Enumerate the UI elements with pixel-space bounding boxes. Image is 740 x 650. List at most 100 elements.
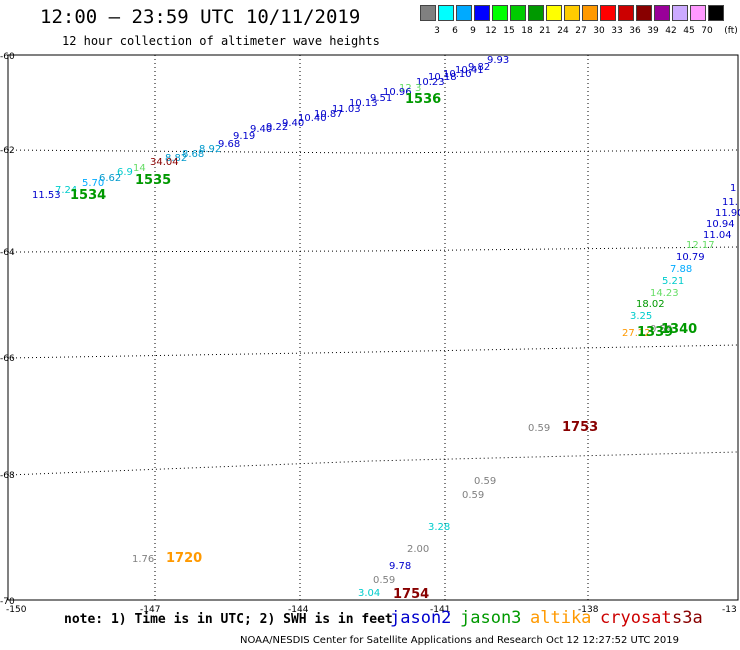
scale-label: 30 xyxy=(593,26,605,36)
scale-label: 36 xyxy=(629,26,641,36)
scale-label: 3 xyxy=(434,26,440,36)
scale-label: 6 xyxy=(452,26,458,36)
wave-height-label: 1.76 xyxy=(132,554,154,565)
pass-time-label: 1720 xyxy=(166,551,202,566)
wave-height-label: 10.79 xyxy=(676,252,705,263)
wave-height-label: 14 xyxy=(133,163,146,174)
wave-height-label: 8.68 xyxy=(182,149,204,160)
parallel-line xyxy=(7,344,739,359)
map-note: note: 1) Time is in UTC; 2) SWH is in fe… xyxy=(64,612,393,627)
scale-label: 15 xyxy=(503,26,515,36)
wave-height-label: 3 xyxy=(415,83,421,94)
scale-color-box xyxy=(672,5,688,21)
lat-label: -60 xyxy=(0,52,15,62)
wave-height-label: 9.19 xyxy=(233,131,255,142)
lat-label: -64 xyxy=(0,248,15,258)
wave-height-label: 11.53 xyxy=(32,190,61,201)
parallel-line xyxy=(7,246,739,253)
wave-height-label: 18.02 xyxy=(636,299,665,310)
wave-height-label: 9.51 xyxy=(370,93,392,104)
wave-height-label: 34.04 xyxy=(150,157,179,168)
credit-line: NOAA/NESDIS Center for Satellite Applica… xyxy=(240,635,679,646)
scale-color-box xyxy=(474,5,490,21)
wave-height-label: 0.59 xyxy=(462,490,484,501)
wave-height-label: 11. xyxy=(722,197,738,208)
wave-height-label: 12.17 xyxy=(686,240,715,251)
scale-label: 12 xyxy=(485,26,497,36)
wave-height-label: 11.90 xyxy=(715,208,740,219)
wave-height-label: 9.22 xyxy=(266,122,288,133)
scale-label: 39 xyxy=(647,26,659,36)
wave-height-label: 2.00 xyxy=(407,544,429,555)
pass-time-label: 1535 xyxy=(135,173,171,188)
wave-height-label: 9.93 xyxy=(487,55,509,66)
lat-label: -66 xyxy=(0,354,15,364)
wave-height-label: 10.18 xyxy=(428,72,457,83)
wave-height-label: 11.03 xyxy=(332,104,361,115)
wave-height-label: 10.23 xyxy=(416,77,445,88)
wave-height-label: 9.68 xyxy=(218,139,240,150)
scale-color-box xyxy=(654,5,670,21)
wave-height-label: 10.96 xyxy=(383,87,412,98)
scale-label: 27 xyxy=(575,26,587,36)
wave-height-label: 9.40 xyxy=(282,118,304,129)
scale-color-box xyxy=(708,5,724,21)
lon-label: -13 xyxy=(722,605,737,615)
pass-time-label: 1536 xyxy=(405,92,441,107)
scale-label: 9 xyxy=(470,26,476,36)
wave-height-label: 0.59 xyxy=(650,324,672,335)
scale-label: 18 xyxy=(521,26,533,36)
scale-unit-label: (ft) xyxy=(724,26,738,36)
parallel-line xyxy=(7,149,739,154)
wave-height-label: 0.59 xyxy=(528,423,550,434)
wave-height-label: 10.94 xyxy=(706,219,735,230)
parallel-line xyxy=(7,451,739,476)
wave-height-label: 10.40 xyxy=(298,113,327,124)
scale-color-box xyxy=(420,5,436,21)
wave-height-label: 11.04 xyxy=(703,230,732,241)
scale-label: 42 xyxy=(665,26,677,36)
wave-height-label: 0.59 xyxy=(474,476,496,487)
wave-height-label: 7.88 xyxy=(670,264,692,275)
wave-height-label: 12 xyxy=(399,83,412,94)
pass-time-label: 1340 xyxy=(661,322,697,337)
wave-height-label: 5.70 xyxy=(82,178,104,189)
scale-color-box xyxy=(618,5,634,21)
lat-label: -70 xyxy=(0,597,15,607)
scale-label: 70 xyxy=(701,26,713,36)
map-title: 12:00 – 23:59 UTC 10/11/2019 xyxy=(40,6,361,28)
wave-height-label: 10.41 xyxy=(455,65,484,76)
scale-color-box xyxy=(636,5,652,21)
wave-height-label: 27.22 xyxy=(622,328,651,339)
wave-height-label: 1 xyxy=(730,183,736,194)
scale-label: 33 xyxy=(611,26,623,36)
wave-height-label: 9.40 xyxy=(250,124,272,135)
wave-height-label: 3.25 xyxy=(630,311,652,322)
wave-height-label: 9.78 xyxy=(389,561,411,572)
scale-color-box xyxy=(690,5,706,21)
scale-color-box xyxy=(510,5,526,21)
wave-height-label: 3.04 xyxy=(358,588,380,599)
scale-color-box xyxy=(528,5,544,21)
wave-height-label: 6.9 xyxy=(117,167,133,178)
scale-color-box xyxy=(600,5,616,21)
legend-s3a: s3a xyxy=(672,608,703,628)
wave-height-label: 10.10 xyxy=(443,69,472,80)
scale-color-box xyxy=(438,5,454,21)
lat-label: -62 xyxy=(0,146,15,156)
wave-height-label: 8.92 xyxy=(199,144,221,155)
scale-color-box xyxy=(582,5,598,21)
lon-label: -147 xyxy=(140,605,160,615)
lat-label: -68 xyxy=(0,471,15,481)
legend-cryosat: cryosat xyxy=(600,608,672,628)
map-subtitle: 12 hour collection of altimeter wave hei… xyxy=(62,34,380,48)
wave-height-label: 14.23 xyxy=(650,288,679,299)
wave-height-label: 9.82 xyxy=(468,62,490,73)
wave-height-label: 3.28 xyxy=(428,522,450,533)
wave-height-label: 8.82 xyxy=(165,153,187,164)
lon-label: -144 xyxy=(288,605,309,615)
pass-time-label: 1753 xyxy=(562,420,598,435)
legend-altika: altika xyxy=(530,608,592,628)
pass-time-label: 1754 xyxy=(393,587,429,602)
